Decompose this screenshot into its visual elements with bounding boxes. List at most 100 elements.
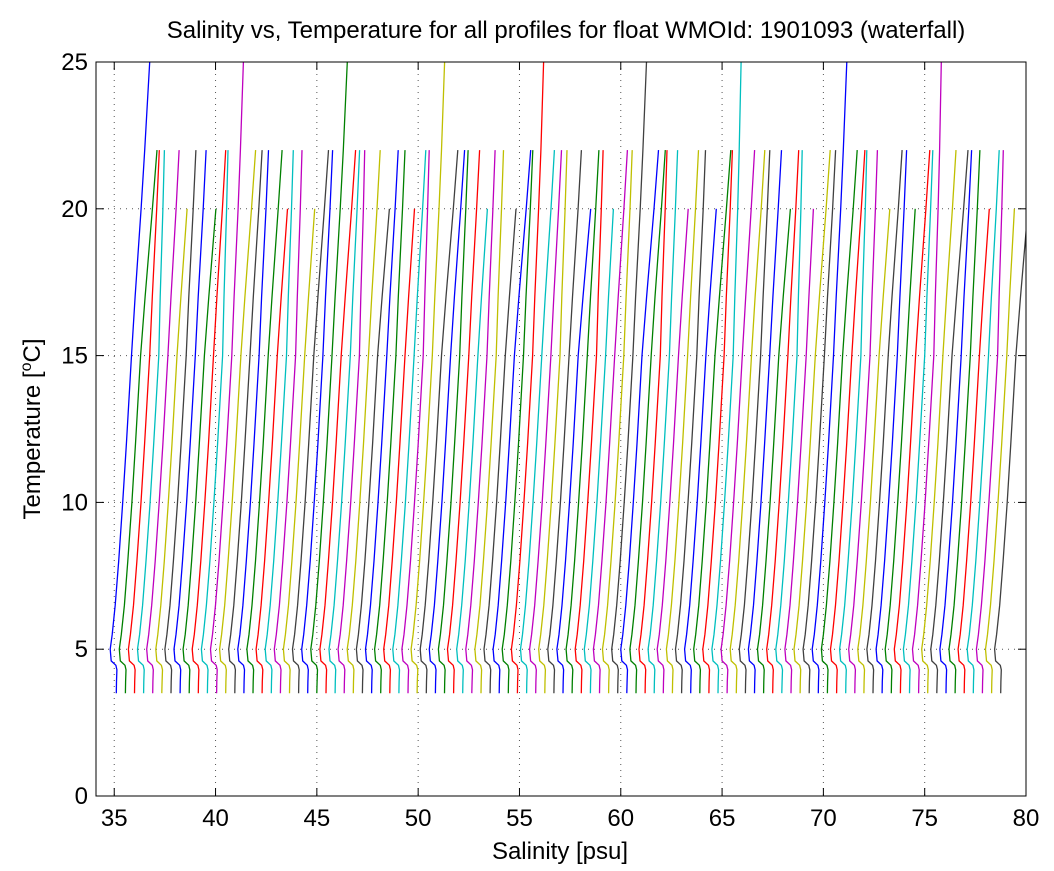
profile-line [355, 208, 391, 694]
profile-line [784, 208, 815, 694]
profile-line [683, 208, 717, 694]
profile-line [255, 208, 289, 694]
profile-line [136, 150, 166, 694]
x-tick-label: 75 [911, 805, 938, 832]
plot-area [96, 62, 1026, 796]
profile-line [200, 150, 229, 694]
profile-line [866, 150, 903, 694]
profile-line [902, 150, 934, 694]
profile-line [574, 150, 604, 694]
profile-line [155, 208, 188, 694]
profile-line [346, 150, 381, 694]
profile-line [118, 150, 158, 694]
profile-line [465, 150, 496, 694]
profile-line [373, 150, 406, 694]
profile-line [720, 150, 756, 694]
profile-line [647, 150, 679, 694]
y-axis-label: Temperature [oC] [18, 339, 46, 520]
profile-line [693, 150, 732, 694]
profile-line [875, 150, 908, 694]
profile-line [182, 208, 217, 694]
profile-line [501, 150, 534, 694]
y-tick-label: 15 [61, 343, 88, 370]
profile-lines [109, 62, 1026, 694]
y-axis-label-main: Temperature [ [19, 371, 46, 519]
profile-line [310, 62, 348, 694]
profile-line [756, 208, 792, 694]
profile-line [747, 150, 783, 694]
profile-line [993, 224, 1026, 694]
profile-line [738, 150, 771, 694]
profile-line [556, 208, 592, 694]
profile-line [802, 150, 837, 694]
profile-line [492, 150, 532, 694]
x-tick-label: 80 [1013, 805, 1040, 832]
profile-line [620, 150, 660, 694]
profile-line [173, 150, 207, 694]
profile-line [246, 150, 283, 694]
profile-line [601, 150, 633, 694]
profile-line [948, 150, 981, 694]
profile-line [282, 208, 316, 694]
profile-line [383, 208, 416, 694]
x-tick-label: 70 [810, 805, 837, 832]
profile-line [829, 150, 866, 694]
profile-line [702, 150, 734, 694]
profile-line [939, 150, 973, 694]
profile-line [583, 208, 615, 694]
profile-line [729, 150, 766, 694]
y-axis-ticks: 0 5 10 15 20 25 [61, 49, 1026, 810]
profile-line [711, 62, 742, 694]
profile-line [857, 208, 891, 694]
profile-line [228, 150, 263, 694]
profile-line [565, 150, 600, 694]
x-tick-label: 40 [202, 805, 229, 832]
x-tick-label: 65 [709, 805, 736, 832]
profile-line [820, 150, 858, 694]
profile-line [401, 150, 430, 694]
y-axis-label-unit: C] [19, 339, 46, 363]
profile-line [319, 150, 357, 694]
profile-line [921, 150, 957, 694]
profile-line [538, 150, 568, 694]
profile-line [811, 62, 848, 694]
profile-line [446, 150, 481, 694]
profile-line [775, 150, 803, 694]
profile-line [273, 150, 303, 694]
profile-line [528, 150, 563, 694]
profile-line [437, 150, 469, 694]
y-tick-label: 5 [75, 636, 88, 663]
profile-line [109, 62, 151, 694]
y-tick-label: 20 [61, 196, 88, 223]
profile-line [237, 150, 270, 694]
y-tick-label: 0 [75, 783, 88, 810]
profile-line [665, 150, 700, 694]
profile-line [848, 150, 879, 694]
profile-line [474, 150, 505, 694]
profile-line [264, 150, 294, 694]
profile-line [629, 150, 666, 694]
x-tick-label: 60 [607, 805, 634, 832]
profile-line [337, 150, 366, 694]
profile-line [191, 150, 227, 694]
profile-line [410, 62, 446, 694]
profile-line [164, 150, 197, 694]
profile-line [884, 208, 916, 694]
x-axis-ticks: 35 40 45 50 55 60 65 70 75 80 [101, 62, 1039, 832]
profile-line [638, 150, 668, 694]
profile-line [838, 150, 868, 694]
profile-line [291, 150, 330, 694]
profile-line [483, 208, 517, 694]
profile-line [930, 150, 969, 694]
profile-line [301, 150, 334, 694]
profile-line [547, 150, 583, 694]
profile-line [419, 150, 459, 694]
profile-line [127, 150, 160, 694]
profile-line [519, 150, 556, 694]
profile-line [392, 150, 427, 694]
profile-line [975, 150, 1004, 694]
profile-line [146, 150, 180, 694]
profile-line [510, 62, 545, 694]
x-tick-label: 45 [303, 805, 330, 832]
